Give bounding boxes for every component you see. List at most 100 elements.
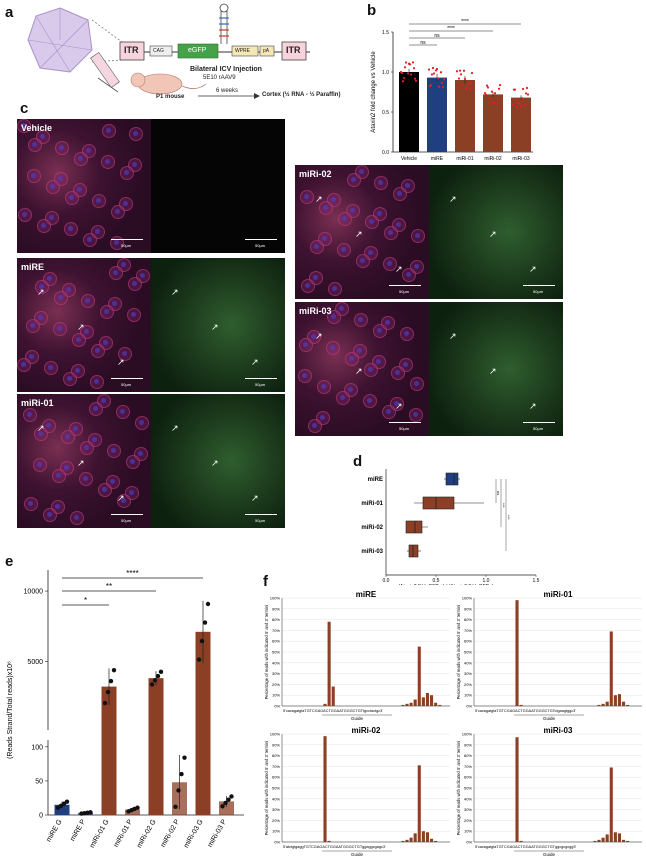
- f-ytick-label: 40%: [464, 796, 472, 801]
- f-bar: [605, 834, 609, 842]
- nucleus: [303, 342, 308, 347]
- b-point: [458, 69, 462, 72]
- nucleus: [84, 329, 89, 334]
- nucleus: [121, 262, 126, 267]
- itr-right-box: [281, 41, 307, 61]
- f-bar: [327, 840, 331, 842]
- scale-bar: [389, 422, 421, 423]
- scale-bar-label: 50µm: [399, 289, 410, 294]
- f-sequence: 5'cacagatgtaTGTCGAGACTGGAATGGGCTGTtgccta…: [283, 709, 383, 713]
- nucleus: [397, 191, 402, 196]
- arrow-icon: ↗: [529, 401, 537, 411]
- nucleus: [110, 479, 115, 484]
- b-sig-label: ns: [420, 40, 426, 46]
- e-point: [229, 794, 234, 799]
- e-point: [135, 805, 140, 810]
- scale-bar: [523, 285, 555, 286]
- f-ytick-label: 60%: [272, 775, 280, 780]
- e-bar: [54, 804, 70, 815]
- e-point: [226, 797, 231, 802]
- nucleus: [74, 515, 79, 520]
- panel-label-d: d: [353, 453, 363, 470]
- nucleus: [341, 247, 346, 252]
- nucleus: [129, 490, 134, 495]
- b-point: [484, 93, 488, 96]
- f-panel-title: miRi-03: [544, 726, 573, 735]
- f-ytick-label: 60%: [272, 639, 280, 644]
- nucleus: [122, 351, 127, 356]
- b-point: [491, 100, 495, 103]
- nucleus: [130, 459, 135, 464]
- b-point: [464, 87, 468, 90]
- f-panel-title: miRi-01: [544, 590, 573, 599]
- itr-left-box: [119, 41, 145, 61]
- nucleus: [311, 334, 316, 339]
- nucleus: [358, 317, 363, 322]
- nucleus: [39, 284, 44, 289]
- micrograph-gfp: ↗ ↗ ↗ 50µm: [429, 302, 563, 436]
- f-bar: [519, 840, 523, 842]
- d-category-label: miRi-02: [361, 525, 383, 531]
- nucleus: [414, 381, 419, 386]
- scale-bar: [245, 378, 277, 379]
- b-point: [400, 71, 404, 75]
- scale-bar-label: 50µm: [399, 426, 410, 431]
- nucleus: [386, 409, 391, 414]
- f-ytick-label: 30%: [464, 807, 472, 812]
- nucleus: [339, 306, 344, 311]
- e-bar: [101, 686, 117, 815]
- f-ytick-label: 90%: [464, 606, 472, 611]
- micrograph-merge: miRE ↗ ↗ ↗ 50µm: [17, 258, 151, 392]
- weeks-label: 6 weeks: [216, 88, 239, 94]
- b-point: [526, 93, 530, 96]
- nucleus: [114, 240, 119, 245]
- micrograph-title: miRi-02: [299, 169, 332, 179]
- scale-bar-label: 50µm: [121, 518, 132, 523]
- nucleus: [27, 412, 32, 417]
- nucleus: [37, 462, 42, 467]
- nucleus: [124, 170, 129, 175]
- nucleus: [58, 176, 63, 181]
- e-point: [108, 678, 114, 684]
- f-ytick-label: 50%: [464, 650, 472, 655]
- e-category-label: miRE P: [69, 818, 87, 842]
- nucleus: [348, 387, 353, 392]
- b-point: [459, 73, 463, 76]
- b-bar: [511, 97, 531, 152]
- nucleus: [414, 264, 419, 269]
- b-point: [413, 77, 417, 80]
- f-ytick-label: 10%: [272, 693, 280, 698]
- nucleus: [95, 348, 100, 353]
- d-sig-label: ***: [501, 503, 506, 508]
- nucleus: [41, 223, 46, 228]
- f-bar: [601, 837, 605, 842]
- f-ylabel: Percentage of reads with indicated 5' an…: [264, 605, 269, 700]
- f-ytick-label: 70%: [272, 764, 280, 769]
- f-ytick-label: 40%: [272, 796, 280, 801]
- b-point: [401, 80, 405, 83]
- f-ytick-label: 40%: [464, 660, 472, 665]
- f-ytick-label: 100%: [270, 732, 281, 737]
- f-bar: [331, 686, 335, 706]
- nucleus: [95, 229, 100, 234]
- f-ytick-label: 90%: [464, 742, 472, 747]
- nucleus: [376, 359, 381, 364]
- chart-f: miRE 0% 10% 20% 30% 40% 50% 60% 70% 80% 90% 100% 5'c…: [264, 590, 642, 857]
- e-category-label: miRE G: [45, 819, 63, 844]
- f-ytick-label: 0%: [274, 704, 280, 709]
- panel-label-e: e: [5, 553, 14, 570]
- e-ylabel: (Reads Strand/Total reads)x10⁶: [7, 661, 14, 759]
- e-category-label: miRi-03 G: [183, 819, 205, 850]
- nucleus: [112, 301, 117, 306]
- e-point: [88, 810, 93, 815]
- f-bar: [593, 840, 597, 842]
- nucleus: [403, 362, 408, 367]
- b-point: [442, 78, 446, 81]
- panel-a: ITR CAG eGFP WPRE pA ITR Bilateral ICV I…: [0, 0, 360, 100]
- micrograph-merge: miRi-03 ↗ ↗ ↗ 50µm: [295, 302, 429, 436]
- e-point: [199, 638, 205, 644]
- micrograph-gfp-empty: 50µm: [151, 119, 285, 253]
- b-ytick-label: 1.0: [382, 70, 389, 76]
- nucleus: [59, 145, 64, 150]
- f-ylabel: Percentage of reads with indicated 5' an…: [264, 741, 269, 836]
